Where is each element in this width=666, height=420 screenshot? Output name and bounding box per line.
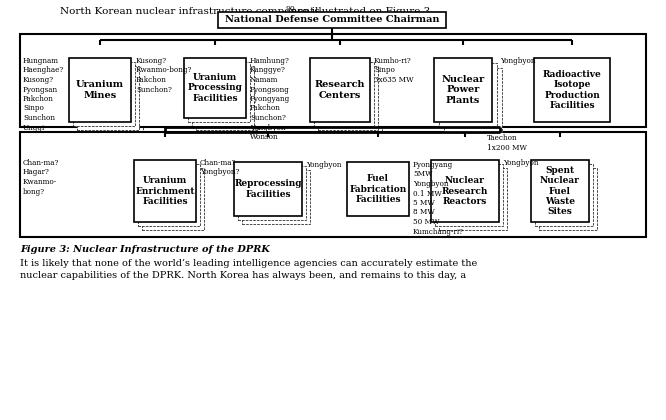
Text: National Defense Committee Chairman: National Defense Committee Chairman <box>224 16 440 24</box>
Text: Taechon
1x200 MW: Taechon 1x200 MW <box>487 134 527 152</box>
Text: Yongbyon: Yongbyon <box>500 57 535 65</box>
Bar <box>73 62 135 126</box>
Bar <box>531 160 589 222</box>
Text: Chan-ma?
Hagar?
Kwanmo-
bong?: Chan-ma? Hagar? Kwanmo- bong? <box>23 159 59 195</box>
Text: Uranium
Enrichment
Facilities: Uranium Enrichment Facilities <box>135 176 194 206</box>
Text: 90: 90 <box>285 5 295 13</box>
Text: Yongbyon: Yongbyon <box>306 161 342 169</box>
Text: Fuel
Fabrication
Facilities: Fuel Fabrication Facilities <box>350 174 407 204</box>
Text: It is likely that none of the world’s leading intelligence agencies can accurate: It is likely that none of the world’s le… <box>20 259 478 268</box>
Bar <box>439 63 497 127</box>
Bar <box>347 162 409 216</box>
Bar <box>77 66 139 130</box>
Bar <box>246 174 314 228</box>
Bar <box>322 70 382 134</box>
Bar <box>20 132 646 237</box>
Text: Radioactive
Isotope
Production
Facilities: Radioactive Isotope Production Facilitie… <box>543 70 601 110</box>
Text: Figure 3: Nuclear Infrastructure of the DPRK: Figure 3: Nuclear Infrastructure of the … <box>20 245 270 254</box>
Bar <box>242 170 310 224</box>
Bar <box>192 66 254 126</box>
Bar <box>534 58 610 122</box>
Text: Reprocessing
Facilities: Reprocessing Facilities <box>234 179 302 199</box>
Text: Research
Centers: Research Centers <box>315 80 365 100</box>
Bar <box>20 34 646 127</box>
Bar <box>431 160 499 222</box>
Bar <box>142 168 204 230</box>
Bar <box>434 58 492 122</box>
Text: Nuclear
Power
Plants: Nuclear Power Plants <box>442 75 485 105</box>
Text: Hamhung?
Kanggye?
Namam
Pyongsong
Pyongyang
Pakchon
Sunchon?
Yongbyon
Wonson: Hamhung? Kanggye? Namam Pyongsong Pyongy… <box>250 57 290 141</box>
Text: Hungnam
Haenghae?
Kusong?
Pyongsan
Pakchon
Sinpo
Sunchon
Unggi: Hungnam Haenghae? Kusong? Pyongsan Pakch… <box>23 57 64 131</box>
Bar <box>138 164 200 226</box>
Bar <box>188 62 250 122</box>
Bar <box>81 70 143 134</box>
Text: Yongbyon: Yongbyon <box>503 159 539 167</box>
Text: North Korean nuclear infrastructure components: North Korean nuclear infrastructure comp… <box>60 7 320 16</box>
Bar <box>314 62 374 126</box>
Text: nuclear capabilities of the DPRK. North Korea has always been, and remains to th: nuclear capabilities of the DPRK. North … <box>20 271 466 280</box>
Bar <box>234 162 302 216</box>
Bar <box>443 172 511 234</box>
Text: Spent
Nuclear
Fuel
Waste
Sites: Spent Nuclear Fuel Waste Sites <box>540 166 580 216</box>
Bar <box>218 12 446 28</box>
Text: Kumho-ri?
Sinpo
3x635 MW: Kumho-ri? Sinpo 3x635 MW <box>374 57 414 84</box>
Bar <box>146 172 208 234</box>
Text: Uranium
Mines: Uranium Mines <box>76 80 124 100</box>
Bar <box>539 168 597 230</box>
Bar <box>69 58 131 122</box>
Text: Kusong?
Kwanmo-bong?
Pakchon
Sunchon?: Kusong? Kwanmo-bong? Pakchon Sunchon? <box>136 57 192 94</box>
Text: Nuclear
Research
Reactors: Nuclear Research Reactors <box>442 176 488 206</box>
Bar <box>184 58 246 118</box>
Bar <box>238 166 306 220</box>
Bar <box>318 66 378 130</box>
Text: are illustrated on Figure 3.: are illustrated on Figure 3. <box>288 7 434 16</box>
Bar <box>134 160 196 222</box>
Text: Chan-ma?
Yongbyon?: Chan-ma? Yongbyon? <box>200 159 239 176</box>
Bar <box>535 164 593 226</box>
Bar <box>435 164 503 226</box>
Bar <box>196 70 258 130</box>
Bar <box>310 58 370 122</box>
Bar <box>439 168 507 230</box>
Text: Pyongyang
5MW
Yongbyon
0.1 MW
5 MW
8 MW
50 MW
Kumchang-ri?: Pyongyang 5MW Yongbyon 0.1 MW 5 MW 8 MW … <box>413 161 464 236</box>
Text: Uranium
Processing
Facilities: Uranium Processing Facilities <box>188 73 242 103</box>
Bar <box>444 68 502 132</box>
